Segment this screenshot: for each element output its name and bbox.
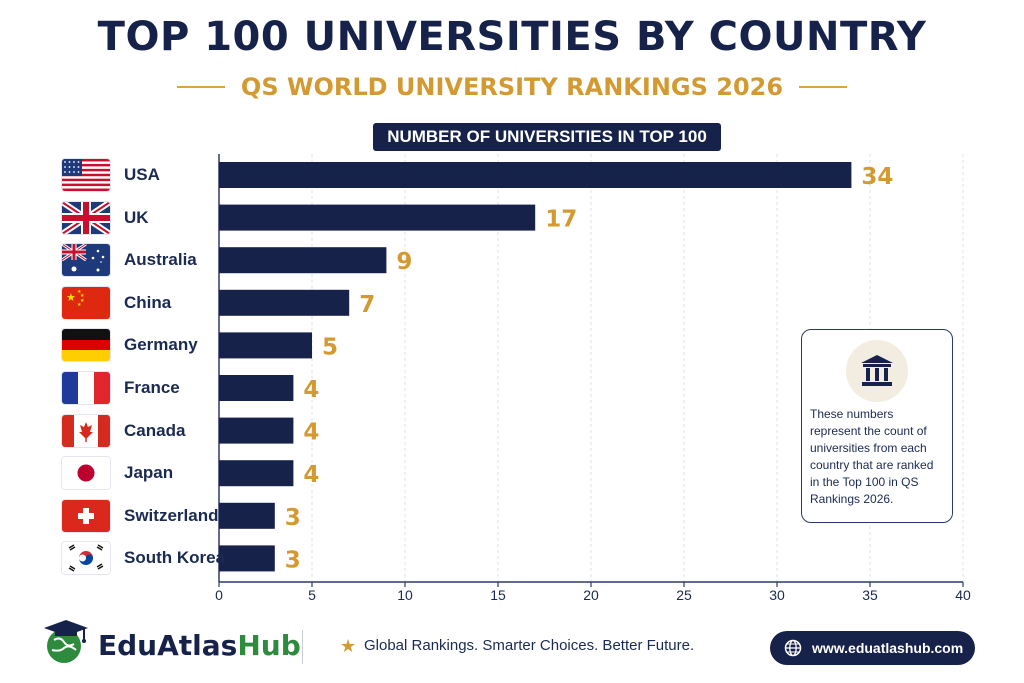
france-flag-icon (62, 372, 110, 404)
brand-part-1: EduAtlas (98, 629, 238, 662)
bar (219, 545, 275, 572)
x-tick-label: 5 (308, 587, 316, 603)
website-link[interactable]: www.eduatlashub.com (770, 631, 975, 665)
x-tick-label: 20 (583, 587, 599, 603)
x-tick-label: 0 (215, 587, 223, 603)
bar (219, 247, 387, 274)
x-tick-label: 35 (862, 587, 878, 603)
switzerland-flag-icon (62, 499, 110, 532)
website-url: www.eduatlashub.com (812, 640, 964, 656)
bar-value-label: 4 (303, 420, 319, 446)
svg-text:★: ★ (66, 292, 76, 304)
bar (219, 162, 852, 188)
japan-flag-icon (62, 457, 110, 490)
country-label: UK (124, 207, 149, 227)
bar-value-label: 17 (545, 207, 577, 233)
bar-value-label: 3 (285, 547, 301, 573)
uk-flag-icon (62, 201, 110, 234)
globe-icon (784, 639, 802, 657)
x-tick-label: 15 (490, 587, 506, 603)
bar-value-label: 5 (322, 334, 338, 360)
svg-text:★: ★ (77, 302, 82, 308)
info-note: These numbers represent the count of uni… (801, 329, 953, 523)
x-tick-label: 30 (769, 587, 785, 603)
bar (219, 460, 294, 487)
institution-icon (846, 340, 908, 402)
country-label: Australia (124, 250, 197, 270)
germany-flag-icon (62, 329, 110, 362)
footer-divider (302, 630, 303, 664)
country-label: Japan (124, 463, 174, 483)
bar-value-label: 4 (303, 377, 319, 403)
bar (219, 332, 312, 359)
tagline: Global Rankings. Smarter Choices. Better… (364, 637, 695, 654)
x-tick-label: 25 (676, 587, 692, 603)
bar-value-label: 34 (861, 164, 893, 190)
bar-value-label: 3 (285, 505, 301, 531)
x-tick-label: 40 (955, 587, 971, 603)
country-label: Canada (124, 420, 186, 440)
brand-part-2: Hub (237, 629, 301, 662)
bar (219, 375, 294, 401)
svg-text:★: ★ (80, 293, 85, 299)
subtitle-rule-right (799, 86, 848, 88)
page-title: TOP 100 UNIVERSITIES BY COUNTRY (97, 14, 927, 60)
south-korea-flag-icon (62, 542, 110, 575)
subtitle-rule-left (176, 86, 225, 88)
us-flag-icon (62, 159, 110, 191)
subtitle-row: QS WORLD UNIVERSITY RANKINGS 2026 (0, 70, 1024, 104)
svg-text:★: ★ (77, 289, 82, 295)
bar (219, 502, 275, 529)
brand-name: EduAtlasHub (98, 628, 301, 664)
country-label: USA (124, 165, 160, 184)
bar-value-label: 7 (359, 292, 375, 318)
china-flag-icon: ★ ★ ★ ★ ★ (62, 286, 110, 319)
svg-text:★: ★ (80, 298, 85, 304)
country-label: Switzerland (124, 505, 219, 525)
bar (219, 417, 294, 444)
x-tick-label: 10 (397, 587, 413, 603)
bar (219, 289, 350, 316)
country-label: France (124, 378, 180, 397)
country-label: South Korea (124, 548, 226, 568)
australia-flag-icon (62, 244, 110, 277)
country-label: Germany (124, 335, 198, 355)
canada-flag-icon (62, 414, 110, 447)
note-text: These numbers represent the count of uni… (810, 407, 934, 506)
graduation-globe-icon (40, 618, 92, 666)
bar (219, 204, 536, 231)
bar-value-label: 9 (396, 249, 412, 275)
page-subtitle: QS WORLD UNIVERSITY RANKINGS 2026 (240, 73, 784, 101)
country-label: China (124, 292, 172, 312)
chart-title: NUMBER OF UNIVERSITIES IN TOP 100 (373, 123, 721, 151)
star-icon: ★ (340, 636, 357, 656)
bar-value-label: 4 (303, 462, 319, 488)
